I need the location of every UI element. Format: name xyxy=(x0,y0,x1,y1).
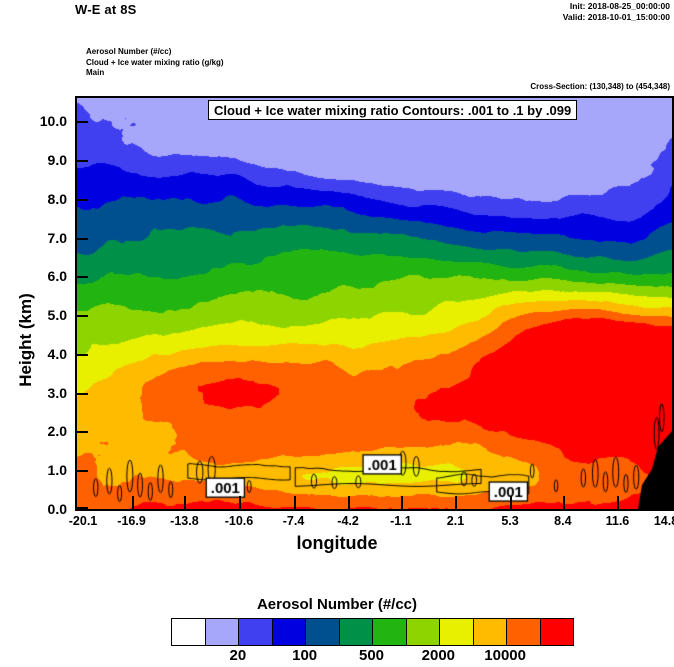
y-tick-label: 4.0 xyxy=(47,345,67,362)
x-axis-label: longitude xyxy=(296,533,378,553)
x-tick-label: -20.1 xyxy=(68,514,98,528)
init-time: Init: 2018-08-25_00:00:00 xyxy=(569,1,670,11)
y-tick-label: 2.0 xyxy=(47,423,67,440)
cross-section-plot: Cloud + Ice water mixing ratio Contours:… xyxy=(75,96,674,511)
x-tick-label: -16.9 xyxy=(117,514,146,528)
x-tickmark xyxy=(131,496,134,509)
aerosol-number-field xyxy=(77,98,672,509)
field-label-domain: Main xyxy=(86,68,105,77)
y-tickmark xyxy=(77,121,88,124)
colorbar-swatch xyxy=(473,619,507,645)
y-tickmark xyxy=(77,392,88,395)
x-tickmark xyxy=(510,496,513,509)
colorbar-labels: 20 100 500 2000 10000 xyxy=(171,647,574,667)
y-tick-label: 8.0 xyxy=(47,190,67,207)
colorbar-tick-label: 500 xyxy=(358,647,385,664)
y-tickmark xyxy=(77,237,88,240)
x-axis-ticks: -20.1 -16.9 -13.8 -10.6 -7.4 -4.2 -1.1 2.1 5.3 8.… xyxy=(69,511,674,531)
contour-title-box: Cloud + Ice water mixing ratio Contours:… xyxy=(208,100,578,120)
x-tickmark xyxy=(455,496,458,509)
colorbar-tick-label: 100 xyxy=(292,647,318,664)
x-tickmark xyxy=(184,496,187,509)
x-tick-label: -4.2 xyxy=(337,514,359,528)
x-tick-label: -13.8 xyxy=(170,514,199,528)
colorbar-swatch xyxy=(507,619,541,645)
colorbar-swatch xyxy=(339,619,373,645)
colorbar-tick-label: 10000 xyxy=(484,647,526,664)
y-tickmark xyxy=(77,470,88,473)
y-tick-label: 10.0 xyxy=(39,113,67,130)
x-tickmark xyxy=(617,496,620,509)
y-tick-label: 7.0 xyxy=(47,229,67,246)
y-tickmark xyxy=(77,198,88,201)
y-tickmark xyxy=(77,160,88,163)
x-tick-label: -10.6 xyxy=(224,514,254,528)
colorbar-swatch xyxy=(306,619,340,645)
page-title: W-E at 8S xyxy=(75,2,137,17)
y-tickmark xyxy=(77,507,88,509)
y-tickmark xyxy=(77,353,88,356)
y-tick-label: 1.0 xyxy=(47,462,67,479)
colorbar-swatch xyxy=(239,619,273,645)
field-description: Aerosol Number (#/cc) Cloud + Ice water … xyxy=(86,47,224,79)
x-tick-label: 2.1 xyxy=(446,514,465,528)
y-axis-ticks: 0.0 1.0 2.0 3.0 4.0 5.0 6.0 7.0 8.0 9.0 10.0 xyxy=(0,96,71,517)
colorbar-swatch xyxy=(406,619,440,645)
colorbar-swatch xyxy=(272,619,306,645)
x-tick-label: 11.6 xyxy=(605,514,630,528)
y-tickmark xyxy=(77,276,88,279)
valid-time: Valid: 2018-10-01_15:00:00 xyxy=(562,11,670,22)
colorbar xyxy=(171,618,574,646)
run-timestamps: Init: 2018-08-25_00:00:00 Valid: 2018-10… xyxy=(563,1,670,22)
colorbar-swatch xyxy=(540,619,573,645)
y-tick-label: 0.0 xyxy=(47,501,67,517)
x-tickmark xyxy=(348,496,351,509)
colorbar-tick-label: 2000 xyxy=(421,647,456,664)
colorbar-swatch xyxy=(205,619,239,645)
y-tickmark xyxy=(77,315,88,318)
y-tickmark xyxy=(77,431,88,434)
field-label-cloud-ice: Cloud + Ice water mixing ratio (g/kg) xyxy=(86,57,224,67)
colorbar-swatch xyxy=(440,619,474,645)
x-tick-label: 5.3 xyxy=(501,514,519,528)
y-tick-label: 9.0 xyxy=(47,152,67,169)
field-label-aerosol: Aerosol Number (#/cc) xyxy=(86,47,172,56)
cross-section-coords: Cross-Section: (130,348) to (454,348) xyxy=(530,82,670,91)
x-tick-label: 8.4 xyxy=(554,514,572,528)
colorbar-swatch xyxy=(172,619,206,645)
x-tickmark xyxy=(562,496,565,509)
x-tickmark xyxy=(238,496,241,509)
x-tickmark xyxy=(400,496,403,509)
y-tick-label: 6.0 xyxy=(47,268,67,285)
x-tick-label: -7.4 xyxy=(282,514,305,528)
x-tickmark xyxy=(293,496,296,509)
x-tick-label: -1.1 xyxy=(390,514,412,528)
colorbar-swatch xyxy=(373,619,407,645)
y-tick-label: 3.0 xyxy=(47,384,67,401)
x-tick-label: 14.8 xyxy=(653,514,674,528)
colorbar-title: Aerosol Number (#/cc) xyxy=(256,596,418,613)
y-tick-label: 5.0 xyxy=(47,307,67,324)
colorbar-tick-label: 20 xyxy=(229,647,247,664)
